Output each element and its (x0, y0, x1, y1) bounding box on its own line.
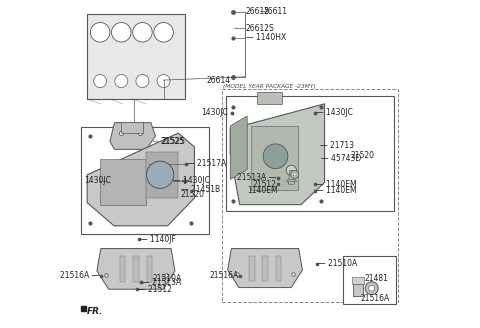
Polygon shape (230, 116, 247, 179)
FancyBboxPatch shape (227, 96, 394, 211)
Text: 21516A: 21516A (209, 271, 239, 280)
Text: 21516A: 21516A (360, 295, 390, 303)
Polygon shape (87, 133, 194, 226)
Polygon shape (100, 159, 146, 205)
Circle shape (263, 144, 288, 169)
Circle shape (94, 74, 107, 88)
Polygon shape (146, 152, 179, 198)
Text: 1430JC: 1430JC (201, 108, 228, 117)
Text: 1430JC: 1430JC (84, 176, 111, 185)
Text: — 1430JC: — 1430JC (173, 176, 210, 185)
Text: 21481: 21481 (364, 274, 388, 283)
Text: 26611: 26611 (264, 7, 288, 16)
Polygon shape (288, 171, 294, 184)
Text: 1140EM: 1140EM (247, 186, 277, 195)
Polygon shape (120, 256, 125, 282)
Polygon shape (251, 126, 298, 190)
Polygon shape (97, 249, 175, 289)
Polygon shape (352, 277, 364, 284)
Text: — 1140JF: — 1140JF (140, 235, 176, 244)
Polygon shape (230, 104, 324, 205)
FancyBboxPatch shape (87, 14, 185, 99)
Circle shape (286, 165, 297, 176)
Polygon shape (286, 179, 297, 182)
Text: — 45743D: — 45743D (321, 154, 361, 163)
Text: 21510A: 21510A (153, 274, 182, 283)
Text: — 21517A: — 21517A (187, 159, 227, 169)
Text: 26615: 26615 (246, 7, 270, 16)
Polygon shape (257, 92, 282, 104)
Circle shape (90, 23, 110, 42)
Text: 21512: 21512 (252, 180, 276, 189)
Circle shape (293, 173, 296, 176)
FancyBboxPatch shape (81, 127, 209, 234)
Text: —: — (260, 7, 267, 16)
Text: 21520: 21520 (181, 190, 205, 199)
Text: — 1140HX: — 1140HX (246, 33, 286, 42)
Circle shape (136, 74, 149, 88)
Circle shape (132, 23, 152, 42)
Polygon shape (133, 256, 139, 282)
Circle shape (369, 285, 375, 291)
Text: 21525: 21525 (161, 137, 185, 146)
Circle shape (157, 74, 170, 88)
Polygon shape (249, 256, 254, 280)
Circle shape (115, 74, 128, 88)
Polygon shape (263, 256, 268, 280)
Polygon shape (110, 123, 156, 149)
Text: — 21512: — 21512 (138, 285, 171, 294)
Circle shape (111, 23, 131, 42)
FancyBboxPatch shape (343, 256, 396, 304)
Text: — 1430JC: — 1430JC (316, 108, 353, 117)
Text: 26614: 26614 (207, 75, 231, 85)
Polygon shape (81, 306, 86, 311)
Text: — 21510A: — 21510A (318, 259, 358, 268)
Circle shape (146, 161, 174, 189)
Text: — 21513A: — 21513A (142, 278, 181, 287)
Text: 21513A —: 21513A — (237, 173, 276, 182)
Circle shape (291, 171, 299, 178)
Polygon shape (147, 256, 152, 282)
Text: — 21713: — 21713 (320, 141, 354, 150)
Text: FR.: FR. (86, 307, 103, 316)
Polygon shape (276, 256, 281, 280)
Text: (MODEL YEAR PACKAGE -23MY): (MODEL YEAR PACKAGE -23MY) (223, 84, 316, 89)
Text: 21516A —: 21516A — (60, 271, 99, 280)
Polygon shape (228, 249, 302, 288)
Text: 21520: 21520 (350, 151, 374, 160)
Text: 26612S: 26612S (246, 24, 275, 32)
Circle shape (154, 23, 173, 42)
Text: — 1140EM: — 1140EM (316, 180, 357, 189)
Text: — 1140EM: — 1140EM (316, 186, 357, 195)
Text: 21525: 21525 (161, 137, 185, 146)
Text: — 21451B: — 21451B (181, 185, 220, 194)
Circle shape (365, 282, 378, 295)
Polygon shape (353, 284, 363, 296)
Polygon shape (121, 122, 143, 133)
